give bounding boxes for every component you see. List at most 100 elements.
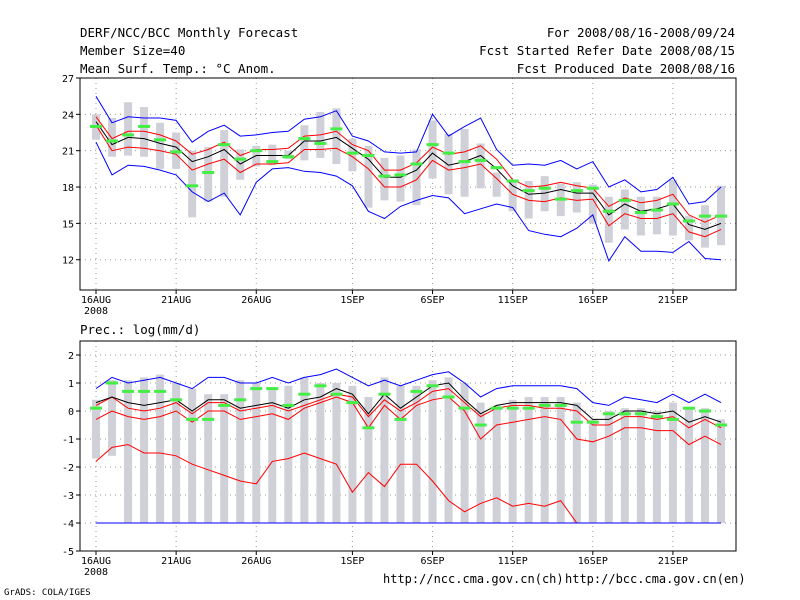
prec-spread-box	[364, 397, 373, 523]
temp-observed-marker	[506, 179, 519, 183]
prec-observed-marker	[474, 423, 487, 427]
prec-spread-box	[412, 385, 421, 523]
temp-observed-marker	[618, 198, 631, 202]
prec-spread-box	[236, 380, 245, 523]
prec-observed-marker	[378, 392, 391, 396]
prec-spread-box	[684, 408, 693, 523]
prec-ytick-label: -2	[62, 463, 74, 474]
prec-spread-box	[316, 383, 325, 523]
temp-spread-box	[348, 138, 357, 172]
prec-observed-marker	[90, 406, 102, 410]
prec-xtick-label: 6SEP	[420, 556, 444, 567]
prec-spread-box	[444, 377, 453, 523]
prec-observed-marker	[106, 381, 119, 385]
temp-observed-marker	[170, 150, 183, 154]
temp-spread-box	[524, 180, 533, 219]
prec-spread-box	[540, 397, 549, 523]
prec-observed-marker	[202, 417, 215, 421]
temp-observed-marker	[314, 141, 327, 145]
temp-ytick-label: 21	[62, 147, 74, 158]
prec-spread-box	[636, 408, 645, 523]
temp-observed-marker	[362, 154, 375, 158]
prec-observed-marker	[458, 406, 471, 410]
prec-observed-marker	[666, 417, 679, 421]
prec-spread-box	[620, 408, 629, 523]
prec-spread-box	[300, 377, 309, 523]
temp-spread-box	[236, 149, 245, 180]
temp-observed-marker	[634, 210, 647, 214]
temp-xtick-label: 1SEP	[340, 295, 364, 306]
temp-spread-box	[652, 196, 661, 235]
temp-observed-marker	[106, 139, 119, 143]
prec-xtick-label: 16AUG	[81, 556, 111, 567]
temp-xtick-label: 21SEP	[658, 295, 688, 306]
prec-observed-marker	[586, 420, 599, 424]
temp-spread-box	[380, 157, 389, 201]
temp-spread-box	[620, 189, 629, 230]
forecast-produced-date: Fcst Produced Date 2008/08/16	[516, 61, 735, 76]
temp-observed-marker	[715, 214, 727, 218]
prec-xtick-label: 21AUG	[161, 556, 191, 567]
prec-xtick-label: 16SEP	[578, 556, 608, 567]
prec-spread-box	[332, 383, 341, 523]
prec-spread-box	[524, 397, 533, 523]
prec-spread-box	[124, 380, 133, 523]
temp-observed-marker	[394, 173, 407, 177]
prec-ytick-label: -4	[62, 519, 74, 530]
prec-spread-box	[508, 399, 517, 523]
temp-observed-marker	[490, 166, 503, 170]
prec-xtick-label: 1SEP	[340, 556, 364, 567]
ncc-url-link[interactable]: http://ncc.cma.gov.cn(ch)	[383, 572, 564, 586]
prec-xtick-sublabel: 2008	[84, 567, 108, 578]
prec-panel-title: Prec.: log(mm/d)	[80, 322, 200, 337]
prec-spread-box	[460, 383, 469, 523]
temp-observed-marker	[346, 151, 359, 155]
temp-xtick-label: 11SEP	[498, 295, 528, 306]
temp-series-ensemble-min	[95, 141, 722, 263]
prec-observed-marker	[154, 389, 167, 393]
temp-ytick-label: 24	[62, 110, 74, 121]
temp-xtick-sublabel: 2008	[84, 306, 108, 317]
bcc-url-link[interactable]: http://bcc.cma.gov.cn(en)	[565, 572, 746, 586]
temp-spread-box	[636, 196, 645, 236]
prec-spread-box	[717, 419, 725, 523]
temp-spread-box	[700, 205, 709, 248]
temp-ytick-label: 15	[62, 219, 74, 230]
prec-spread-box	[476, 402, 485, 523]
temp-observed-marker	[250, 149, 263, 153]
temp-observed-marker	[586, 186, 599, 190]
temp-spread-box	[396, 155, 405, 202]
temp-observed-marker	[298, 137, 311, 141]
forecast-started-date: Fcst Started Refer Date 2008/08/15	[479, 43, 735, 58]
prec-spread-box	[556, 397, 565, 523]
prec-observed-marker	[442, 395, 455, 399]
forecast-period: For 2008/08/16-2008/09/24	[546, 25, 735, 40]
prec-observed-marker	[362, 426, 375, 430]
temp-spread-box	[428, 120, 437, 179]
temp-observed-marker	[474, 158, 487, 162]
prec-observed-marker	[602, 412, 615, 416]
temp-spread-box	[572, 182, 581, 213]
prec-spread-box	[172, 383, 181, 523]
prec-spread-box	[348, 385, 357, 523]
prec-spread-box	[700, 408, 709, 523]
prec-spread-box	[284, 385, 293, 523]
prec-spread-box	[204, 394, 213, 523]
temp-spread-box	[252, 145, 261, 167]
temp-observed-marker	[138, 124, 151, 128]
prec-ytick-label: 1	[68, 379, 74, 390]
prec-series-lower-spread	[95, 396, 722, 446]
prec-ytick-label: 2	[68, 351, 74, 362]
temp-observed-marker	[154, 138, 167, 142]
prec-observed-marker	[715, 423, 727, 427]
temp-observed-marker	[378, 174, 391, 178]
temp-spread-box	[300, 125, 309, 161]
prec-observed-marker	[650, 415, 663, 419]
prec-spread-box	[492, 405, 501, 523]
prec-spread-box	[396, 385, 405, 523]
temp-observed-marker	[570, 189, 583, 193]
prec-series-upper-spread	[95, 388, 722, 429]
temp-observed-marker	[426, 143, 439, 147]
prec-observed-marker	[394, 417, 407, 421]
prec-observed-marker	[298, 392, 311, 396]
